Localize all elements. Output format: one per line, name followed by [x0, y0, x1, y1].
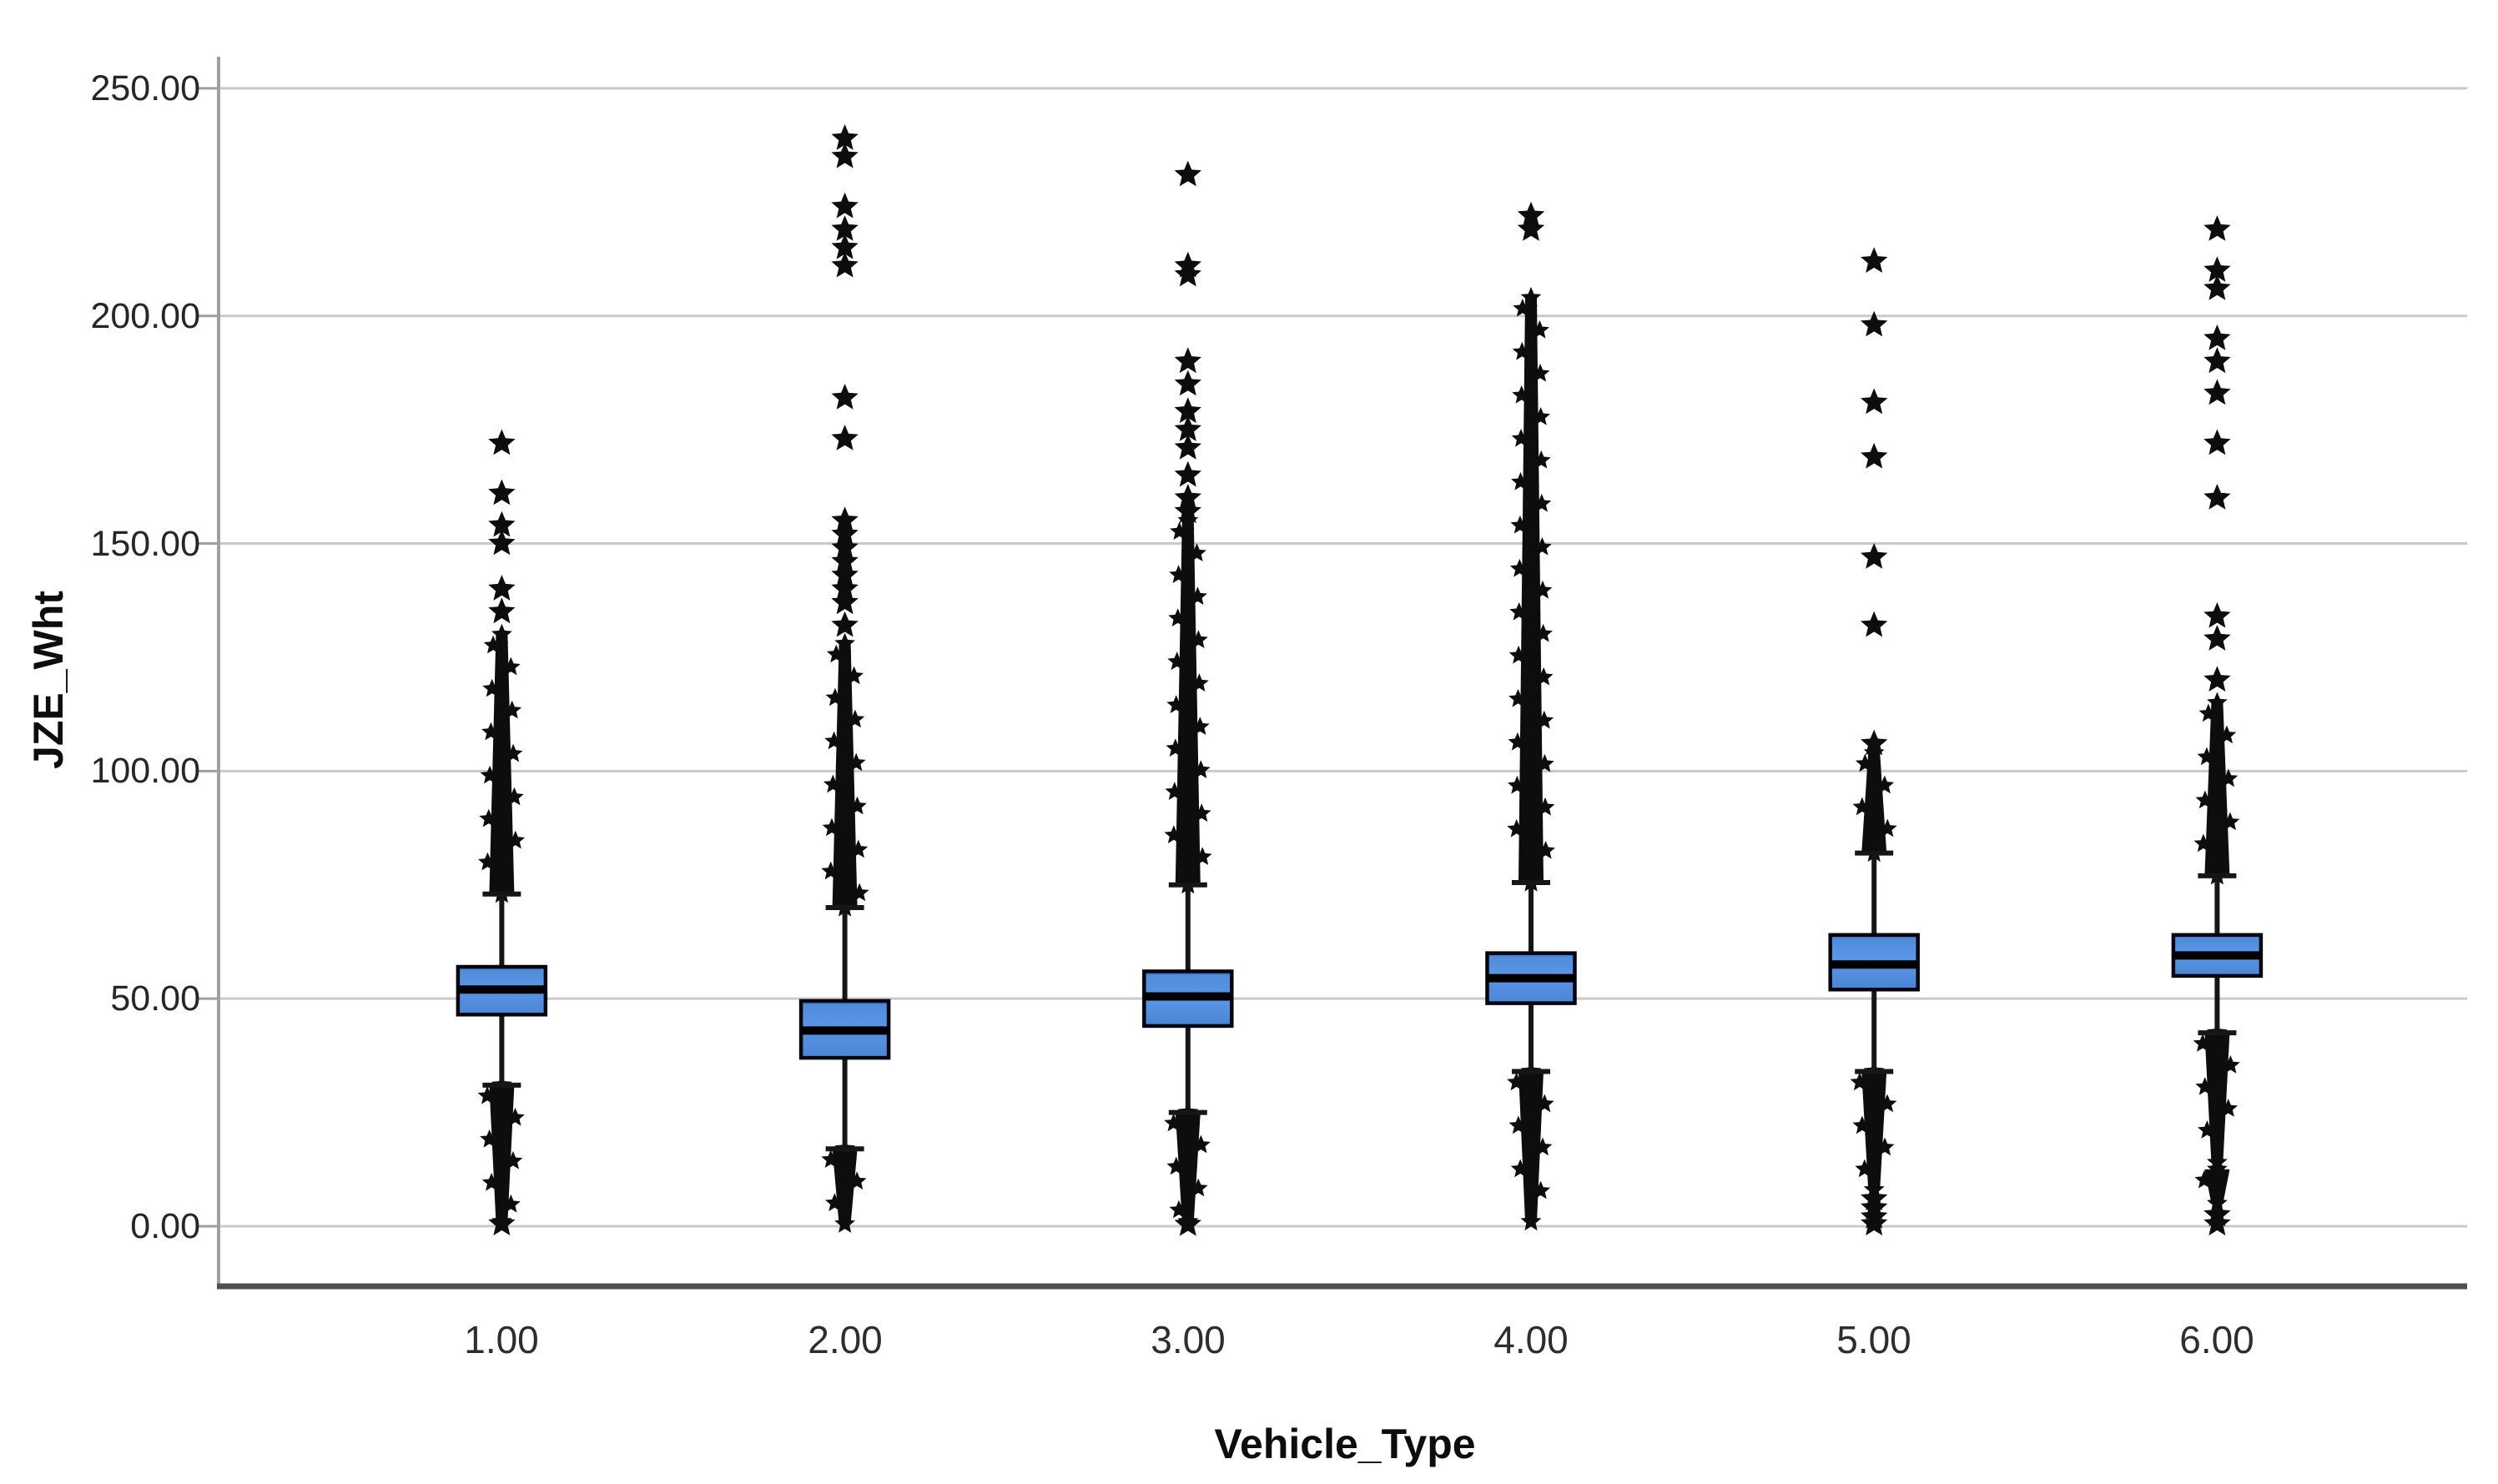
x-tick-label: 1.00: [464, 1318, 539, 1361]
x-tick-label: 4.00: [1493, 1318, 1569, 1361]
y-tick-label: 250.00: [90, 68, 200, 108]
y-tick-label: 0.00: [130, 1206, 200, 1246]
y-tick-label: 150.00: [90, 524, 200, 564]
y-tick-label: 50.00: [110, 978, 200, 1019]
x-axis-title: Vehicle_Type: [1214, 1421, 1476, 1467]
x-tick-label: 6.00: [2179, 1318, 2254, 1361]
y-axis-title: JZE_Wht: [25, 591, 72, 769]
y-tick-label: 200.00: [90, 296, 200, 336]
y-tick-label: 100.00: [90, 751, 200, 791]
x-tick-label: 2.00: [808, 1318, 883, 1361]
x-tick-label: 3.00: [1151, 1318, 1226, 1361]
x-tick-label: 5.00: [1836, 1318, 1911, 1361]
